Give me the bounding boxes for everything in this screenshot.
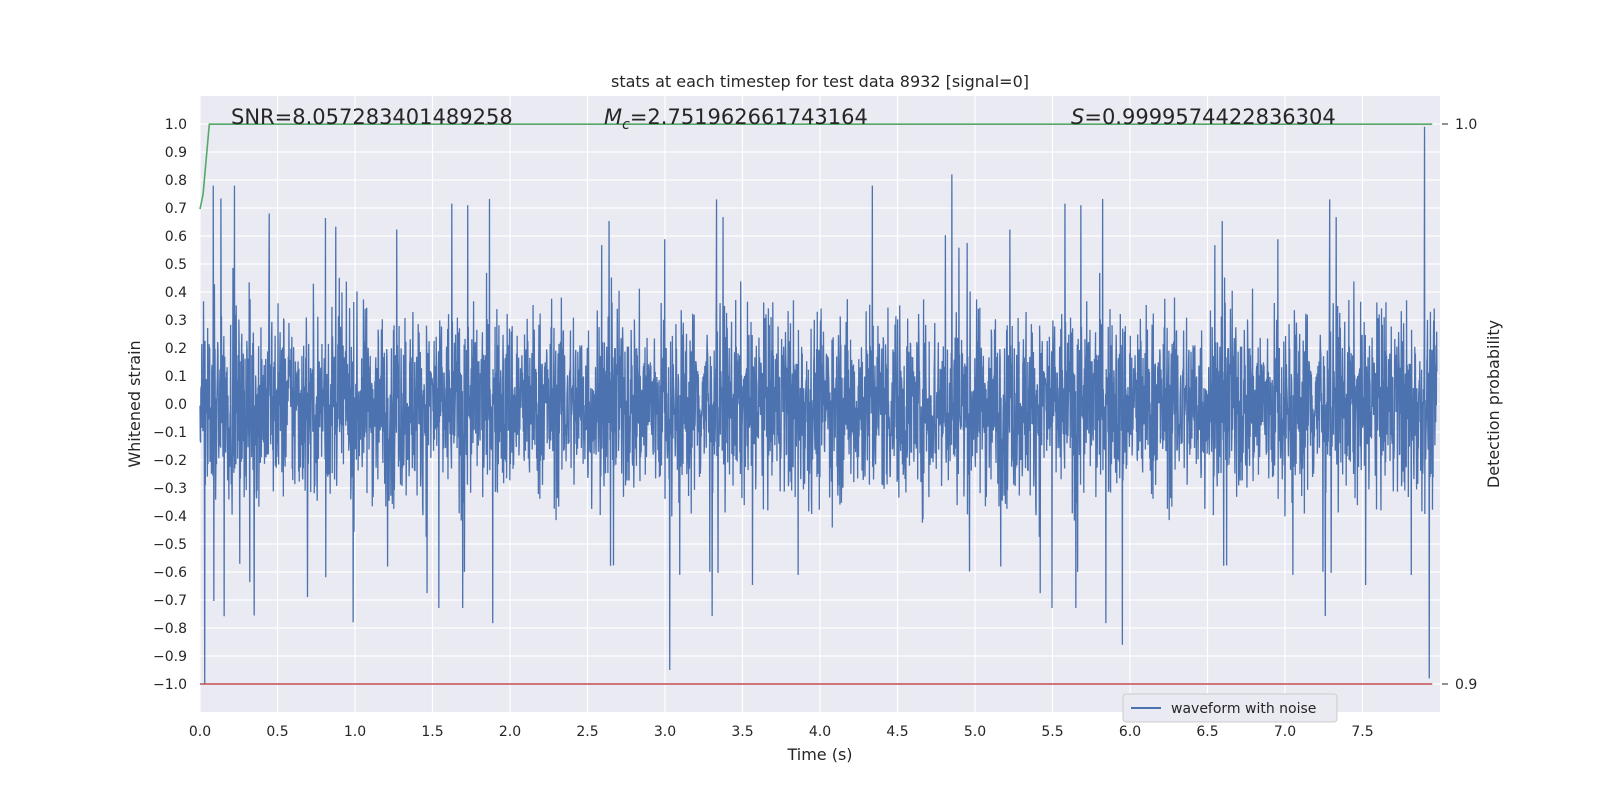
y-tick-label: 0.1 [165, 369, 187, 385]
y-axis-right: 1.0 0.9 [1442, 117, 1477, 693]
y-axis-left: 1.0 0.9 0.8 0.7 0.6 0.5 0.4 0.3 0.2 0.1 0.0 −0.1 −0.… [153, 117, 187, 693]
x-axis-title: Time (s) [786, 745, 852, 764]
x-tick-label: 3.5 [731, 724, 753, 740]
x-tick-label: 1.5 [421, 724, 443, 740]
y-right-tick-label: 1.0 [1455, 117, 1477, 133]
y-tick-label: 0.0 [165, 397, 187, 413]
y-tick-label: 1.0 [165, 117, 187, 133]
y-tick-label: 0.2 [165, 341, 187, 357]
y-tick-label: −0.9 [153, 649, 187, 665]
y-axis-title: Whitened strain [125, 340, 144, 467]
x-tick-label: 6.0 [1119, 724, 1141, 740]
x-tick-label: 5.0 [964, 724, 986, 740]
y-tick-label: −0.5 [153, 537, 187, 553]
y-tick-label: 0.8 [165, 173, 187, 189]
x-tick-label: 2.0 [499, 724, 521, 740]
detection-probability-line [199, 123, 1433, 210]
y-tick-label: −0.1 [153, 425, 187, 441]
waveform-series [199, 126, 1438, 685]
x-tick-label: 6.5 [1196, 724, 1218, 740]
x-tick-label: 7.0 [1274, 724, 1296, 740]
chirp-mass-annotation: Mc=2.751962661743164 [604, 105, 868, 133]
legend-label: waveform with noise [1171, 701, 1316, 717]
y-tick-label: −0.4 [153, 509, 187, 525]
x-tick-label: 4.0 [809, 724, 831, 740]
y-tick-label: −1.0 [153, 677, 187, 693]
y-tick-label: 0.5 [165, 257, 187, 273]
x-tick-label: 3.0 [654, 724, 676, 740]
y-right-tick-label: 0.9 [1455, 677, 1477, 693]
x-tick-label: 5.5 [1041, 724, 1063, 740]
x-tick-label: 7.5 [1351, 724, 1373, 740]
x-tick-label: 0.5 [266, 724, 288, 740]
legend: waveform with noise [1122, 693, 1338, 723]
x-tick-label: 0.0 [189, 724, 211, 740]
y-tick-label: −0.8 [153, 621, 187, 637]
x-axis: 0.0 0.5 1.0 1.5 2.0 2.5 3.0 3.5 4.0 4.5 5.0 5.5 6.0 6… [189, 724, 1374, 740]
y-tick-label: 0.7 [165, 201, 187, 217]
chart-title: stats at each timestep for test data 893… [611, 72, 1029, 91]
right-axis-series [199, 123, 1433, 685]
y-tick-label: 0.4 [165, 285, 187, 301]
y-tick-label: −0.3 [153, 481, 187, 497]
y-tick-label: −0.6 [153, 565, 187, 581]
x-tick-label: 4.5 [886, 724, 908, 740]
waveform-line [199, 126, 1438, 685]
legend-box [1122, 693, 1338, 723]
y-tick-label: 0.9 [165, 145, 187, 161]
s-annotation: S=0.9999574422836304 [1071, 105, 1336, 129]
y-tick-label: −0.7 [153, 593, 187, 609]
x-tick-label: 2.5 [576, 724, 598, 740]
y-tick-label: 0.6 [165, 229, 187, 245]
y-tick-label: 0.3 [165, 313, 187, 329]
y-axis-right-title: Detection probability [1484, 320, 1503, 488]
y-tick-label: −0.2 [153, 453, 187, 469]
x-tick-label: 1.0 [344, 724, 366, 740]
snr-annotation: SNR=8.057283401489258 [231, 105, 513, 129]
